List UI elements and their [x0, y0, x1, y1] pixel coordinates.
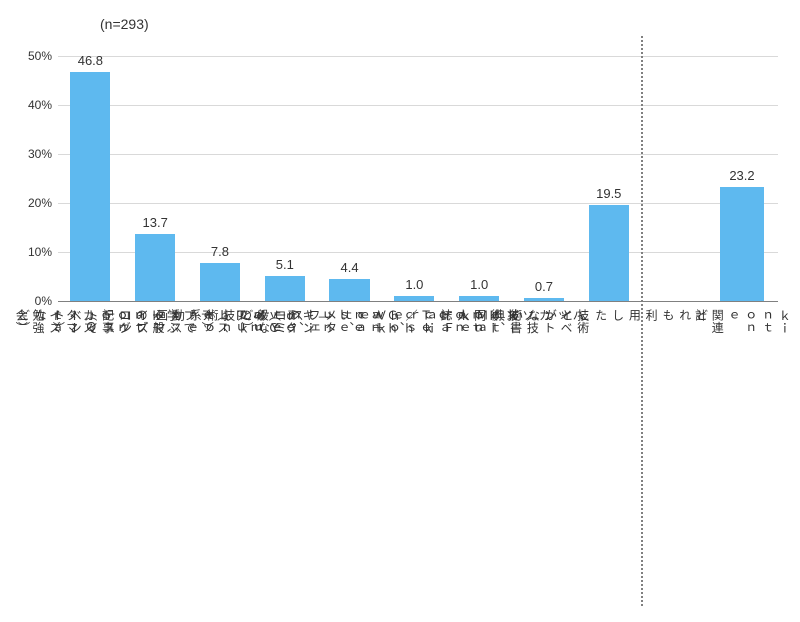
- bar-slot: 0.7ハッカソン: [512, 56, 577, 301]
- group-separator: [641, 36, 643, 606]
- bar: 19.5: [589, 205, 629, 301]
- bar: 5.1: [265, 276, 305, 301]
- y-tick-label: 20%: [28, 196, 58, 210]
- bar-slot: 1.0技術同人誌: [447, 56, 512, 301]
- bar: 4.4: [329, 279, 369, 301]
- bar-value-label: 4.4: [341, 260, 359, 275]
- bar-value-label: 13.7: [143, 215, 168, 230]
- y-tick-label: 0%: [35, 294, 58, 308]
- y-tick-label: 50%: [28, 49, 58, 63]
- bar: 7.8: [200, 263, 240, 301]
- gridline: [58, 301, 778, 302]
- bar-value-label: 19.5: [596, 186, 621, 201]
- bar-slot: 1.0技術イベント（技術書典、ＭａｋｅｒＦａｉｒｅ、Ｖｋｅｔ、メタフェス、コミケ…: [382, 56, 447, 301]
- bar-value-label: 1.0: [405, 277, 423, 292]
- bar: 46.8: [70, 72, 110, 301]
- sample-size-label: (n=293): [100, 16, 149, 32]
- bar: 13.7: [135, 234, 175, 301]
- bar-value-label: 1.0: [470, 277, 488, 292]
- bar-slot: 4.4ｋｉｎｔｏｎｅ Ｔｅｃｈ Ｃｈａｎｎｅｌ―キンテク（ＹｏｕＴｕｂｅ）: [317, 56, 382, 301]
- bar: 23.2: [720, 187, 765, 301]
- bar-slot: 19.5どれも利用したことがない: [576, 56, 641, 301]
- bar-category-label: ｋｉｎｔｏｎｅ 関連計: [692, 309, 793, 334]
- bar-value-label: 23.2: [729, 168, 754, 183]
- y-tick-label: 30%: [28, 147, 58, 161]
- bar-value-label: 46.8: [78, 53, 103, 68]
- bar-slot: 46.8一般のブログ記事（Ｑｉｉｔａなど）: [58, 56, 123, 301]
- bar-slot: 7.8一般の技術系動画: [188, 56, 253, 301]
- bar: 0.7: [524, 298, 564, 301]
- bar-category-label: どれも利用したことがない: [508, 309, 710, 322]
- bar-slot: 13.7ｄｅｖＣａｍｐ（ステップで学ぶｋｉｎｔｏｎｅ カスタマイズ勉強会）: [123, 56, 188, 301]
- plot-area: 0%10%20%30%40%50%46.8一般のブログ記事（Ｑｉｉｔａなど）13…: [58, 56, 778, 301]
- bar: 1.0: [394, 296, 434, 301]
- y-tick-label: 10%: [28, 245, 58, 259]
- bar-value-label: 7.8: [211, 244, 229, 259]
- bar-value-label: 5.1: [276, 257, 294, 272]
- bar: 1.0: [459, 296, 499, 301]
- bar-slot: 23.2ｋｉｎｔｏｎｅ 関連計: [706, 56, 778, 301]
- bar-value-label: 0.7: [535, 279, 553, 294]
- bar-chart: (n=293) 0%10%20%30%40%50%46.8一般のブログ記事（Ｑｉ…: [0, 0, 800, 622]
- bar-slot: 5.1ｋｉｎｔｏｎｅ ｈａｃｋ／ｓｈｏｗ＋ｃａｓｅ ｕｎｌｉｍｉｔｅｄ（ｋｉｎｔ…: [252, 56, 317, 301]
- y-tick-label: 40%: [28, 98, 58, 112]
